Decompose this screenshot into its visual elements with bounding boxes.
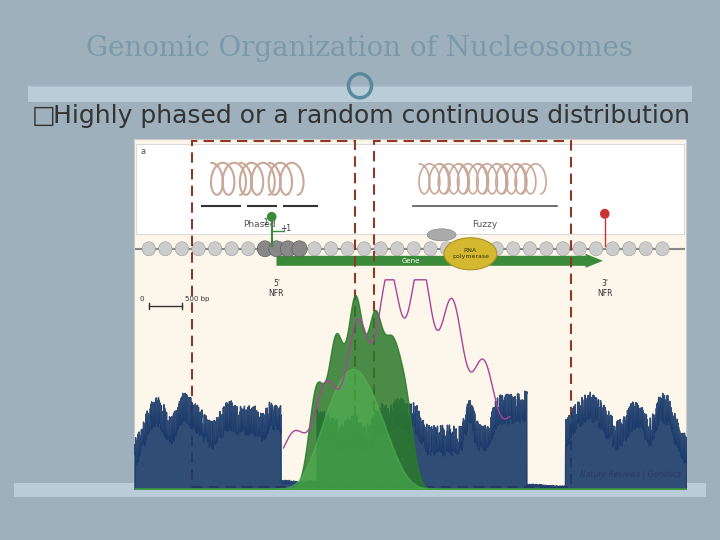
- Ellipse shape: [427, 229, 456, 241]
- Text: +1: +1: [281, 224, 292, 233]
- Circle shape: [590, 242, 603, 256]
- Circle shape: [175, 242, 189, 256]
- Circle shape: [142, 242, 156, 256]
- Circle shape: [208, 242, 222, 256]
- Text: Fuzzy: Fuzzy: [472, 220, 498, 229]
- Circle shape: [341, 242, 354, 256]
- Bar: [192, 141, 355, 487]
- Circle shape: [441, 242, 454, 256]
- Circle shape: [258, 242, 271, 256]
- Circle shape: [192, 242, 205, 256]
- Circle shape: [267, 212, 276, 222]
- Circle shape: [390, 242, 404, 256]
- Text: -1: -1: [261, 218, 269, 227]
- Circle shape: [573, 242, 586, 256]
- Text: a: a: [140, 147, 145, 156]
- Circle shape: [424, 242, 437, 256]
- Text: 3'
NFR: 3' NFR: [597, 279, 613, 298]
- Text: Gene: Gene: [402, 258, 420, 264]
- Ellipse shape: [444, 238, 497, 270]
- Circle shape: [656, 242, 669, 256]
- Circle shape: [269, 241, 284, 257]
- Circle shape: [408, 242, 420, 256]
- Circle shape: [457, 242, 470, 256]
- Circle shape: [357, 242, 371, 256]
- Circle shape: [540, 242, 553, 256]
- Text: RNA
polymerase: RNA polymerase: [452, 248, 489, 259]
- Circle shape: [241, 242, 255, 256]
- Circle shape: [474, 242, 487, 256]
- Text: Phased: Phased: [243, 220, 276, 229]
- Circle shape: [557, 242, 570, 256]
- Circle shape: [490, 242, 503, 256]
- Circle shape: [623, 242, 636, 256]
- Circle shape: [324, 242, 338, 256]
- Circle shape: [639, 242, 652, 256]
- Text: 5'
NFR: 5' NFR: [269, 279, 284, 298]
- FancyArrow shape: [276, 254, 603, 268]
- Circle shape: [606, 242, 619, 256]
- Circle shape: [225, 242, 238, 256]
- Text: Nature Reviews | Genetics: Nature Reviews | Genetics: [580, 470, 682, 479]
- Bar: [374, 141, 571, 487]
- Bar: [135, 139, 686, 489]
- Circle shape: [274, 242, 288, 256]
- Circle shape: [307, 242, 321, 256]
- Circle shape: [291, 242, 305, 256]
- Bar: [136, 144, 685, 234]
- Text: 0: 0: [139, 296, 144, 302]
- Circle shape: [523, 242, 536, 256]
- Circle shape: [600, 209, 610, 219]
- Text: Genomic Organization of Nucleosomes: Genomic Organization of Nucleosomes: [86, 35, 634, 62]
- Circle shape: [374, 242, 387, 256]
- Circle shape: [507, 242, 520, 256]
- Circle shape: [257, 241, 273, 257]
- Circle shape: [280, 241, 296, 257]
- Text: 500 bp: 500 bp: [185, 296, 210, 302]
- Text: Highly phased or a random continuous distribution: Highly phased or a random continuous dis…: [53, 104, 690, 128]
- Circle shape: [292, 241, 307, 257]
- Text: □: □: [32, 104, 55, 128]
- Bar: [14, 483, 706, 497]
- Circle shape: [158, 242, 172, 256]
- Bar: [28, 86, 692, 102]
